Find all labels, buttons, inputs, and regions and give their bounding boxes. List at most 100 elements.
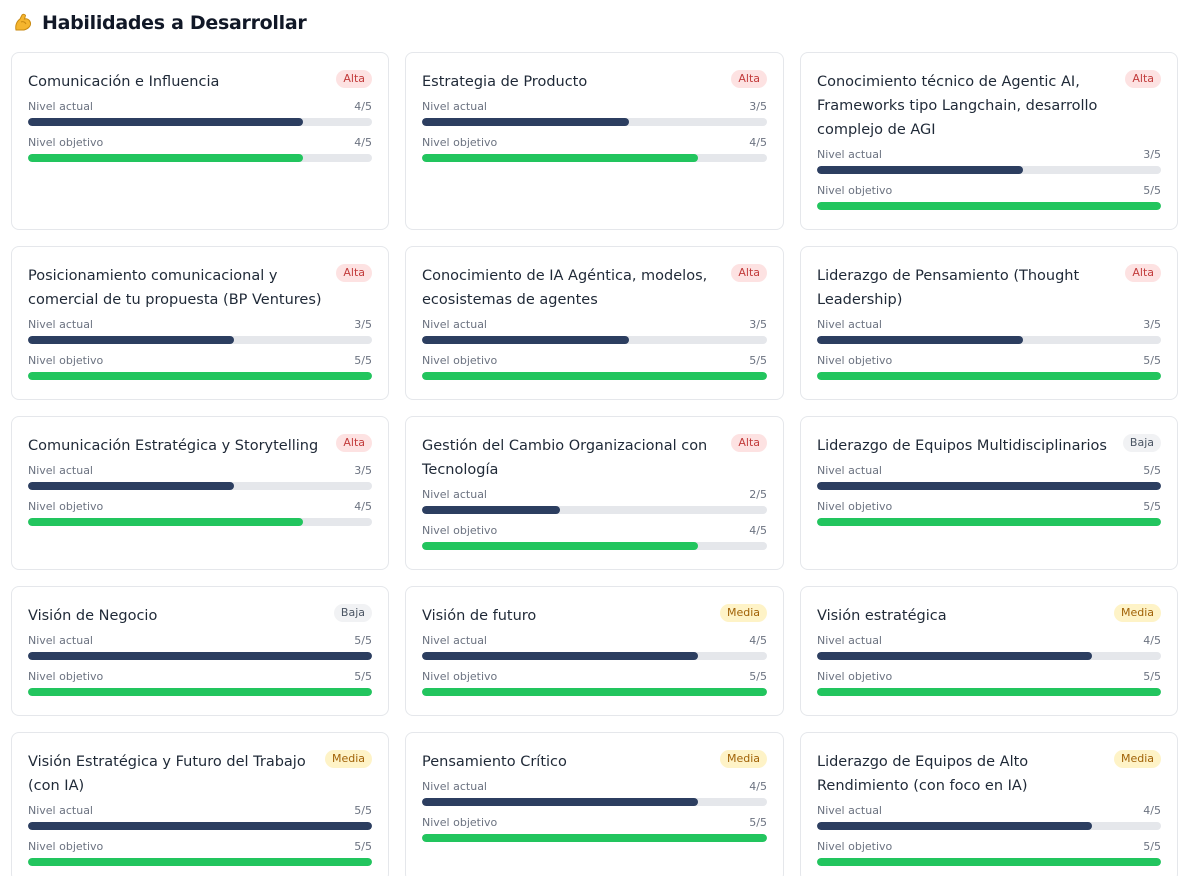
current-level-bar-fill — [817, 336, 1024, 344]
current-level: Nivel actual 3/5 — [422, 318, 767, 344]
current-level-bar-fill — [817, 482, 1161, 490]
current-level-bar — [817, 822, 1161, 830]
skill-card: Estrategia de Producto Alta Nivel actual… — [405, 52, 784, 230]
target-level-bar — [422, 542, 767, 550]
skill-title: Comunicación e Influencia — [28, 74, 220, 90]
current-level: Nivel actual 3/5 — [817, 148, 1161, 174]
target-level-label: Nivel objetivo — [422, 816, 498, 829]
priority-badge: Baja — [333, 604, 372, 622]
skills-grid: Comunicación e Influencia Alta Nivel act… — [11, 52, 1178, 876]
target-level-label: Nivel objetivo — [422, 670, 498, 683]
current-level-bar — [28, 482, 372, 490]
target-level-label: Nivel objetivo — [28, 840, 104, 853]
current-level-value: 3/5 — [1143, 148, 1161, 161]
target-level: Nivel objetivo 4/5 — [422, 524, 767, 550]
skill-title: Comunicación Estratégica y Storytelling — [28, 438, 319, 454]
target-level: Nivel objetivo 5/5 — [817, 670, 1161, 696]
skill-card: Visión de Negocio Baja Nivel actual 5/5 … — [11, 586, 389, 716]
current-level-value: 3/5 — [749, 318, 767, 331]
current-level: Nivel actual 4/5 — [817, 634, 1161, 660]
target-level-label: Nivel objetivo — [817, 840, 893, 853]
skill-card: Visión de futuro Media Nivel actual 4/5 … — [405, 586, 784, 716]
target-level-bar — [817, 202, 1161, 210]
current-level-value: 3/5 — [749, 100, 767, 113]
target-level-value: 4/5 — [354, 136, 372, 149]
current-level-bar — [422, 118, 767, 126]
target-level: Nivel objetivo 5/5 — [28, 840, 372, 866]
target-level-bar-fill — [817, 372, 1161, 380]
target-level-value: 5/5 — [1143, 670, 1161, 683]
current-level-bar — [28, 822, 372, 830]
target-level-label: Nivel objetivo — [422, 136, 498, 149]
target-level-value: 5/5 — [354, 670, 372, 683]
priority-badge: Baja — [1122, 434, 1161, 452]
target-level-value: 5/5 — [1143, 840, 1161, 853]
skill-title: Posicionamiento comunicacional y comerci… — [28, 268, 322, 308]
priority-badge: Media — [324, 750, 372, 768]
target-level-bar-fill — [28, 154, 304, 162]
current-level-bar-fill — [422, 506, 560, 514]
priority-badge: Alta — [1125, 264, 1161, 282]
target-level: Nivel objetivo 5/5 — [817, 840, 1161, 866]
target-level: Nivel objetivo 5/5 — [28, 354, 372, 380]
current-level-bar-fill — [422, 652, 698, 660]
skill-title: Liderazgo de Equipos de Alto Rendimiento… — [817, 754, 1029, 794]
skill-card: Gestión del Cambio Organizacional con Te… — [405, 416, 784, 570]
target-level-bar-fill — [422, 372, 767, 380]
target-level-bar — [817, 858, 1161, 866]
target-level: Nivel objetivo 5/5 — [422, 816, 767, 842]
target-level-value: 5/5 — [354, 354, 372, 367]
target-level-value: 5/5 — [1143, 500, 1161, 513]
target-level-bar — [422, 154, 767, 162]
current-level-bar-fill — [28, 118, 304, 126]
current-level-label: Nivel actual — [28, 634, 93, 647]
target-level-bar-fill — [422, 542, 698, 550]
current-level-bar — [28, 652, 372, 660]
target-level-bar-fill — [28, 518, 304, 526]
current-level-label: Nivel actual — [422, 100, 487, 113]
current-level-value: 5/5 — [354, 804, 372, 817]
target-level-bar — [28, 688, 372, 696]
current-level-bar — [422, 652, 767, 660]
target-level-bar — [28, 372, 372, 380]
current-level-bar-fill — [422, 798, 698, 806]
current-level-label: Nivel actual — [817, 464, 882, 477]
target-level-bar — [817, 518, 1161, 526]
current-level-value: 3/5 — [354, 318, 372, 331]
priority-badge: Alta — [336, 70, 372, 88]
current-level-value: 3/5 — [354, 464, 372, 477]
priority-badge: Media — [719, 604, 767, 622]
flexed-biceps-icon — [12, 12, 34, 34]
skill-title: Estrategia de Producto — [422, 74, 588, 90]
target-level-label: Nivel objetivo — [817, 184, 893, 197]
current-level-label: Nivel actual — [422, 318, 487, 331]
target-level-bar — [28, 518, 372, 526]
target-level: Nivel objetivo 4/5 — [28, 500, 372, 526]
target-level-bar — [817, 688, 1161, 696]
current-level-value: 4/5 — [1143, 634, 1161, 647]
priority-badge: Alta — [336, 434, 372, 452]
target-level: Nivel objetivo 4/5 — [28, 136, 372, 162]
target-level-bar-fill — [817, 202, 1161, 210]
target-level-bar-fill — [422, 154, 698, 162]
target-level-bar — [422, 372, 767, 380]
target-level: Nivel objetivo 5/5 — [817, 184, 1161, 210]
current-level-bar — [28, 336, 372, 344]
target-level-bar-fill — [817, 688, 1161, 696]
current-level-bar — [422, 798, 767, 806]
skill-title: Visión de futuro — [422, 608, 537, 624]
current-level-label: Nivel actual — [422, 488, 487, 501]
target-level-value: 5/5 — [354, 840, 372, 853]
target-level-bar — [28, 154, 372, 162]
target-level-bar-fill — [28, 688, 372, 696]
current-level: Nivel actual 5/5 — [28, 804, 372, 830]
skill-title: Visión de Negocio — [28, 608, 158, 624]
target-level-bar-fill — [817, 858, 1161, 866]
current-level: Nivel actual 3/5 — [422, 100, 767, 126]
skill-card: Conocimiento técnico de Agentic AI, Fram… — [800, 52, 1178, 230]
current-level-bar — [422, 336, 767, 344]
target-level: Nivel objetivo 4/5 — [422, 136, 767, 162]
target-level-value: 5/5 — [749, 816, 767, 829]
target-level-label: Nivel objetivo — [28, 500, 104, 513]
target-level-value: 5/5 — [749, 354, 767, 367]
